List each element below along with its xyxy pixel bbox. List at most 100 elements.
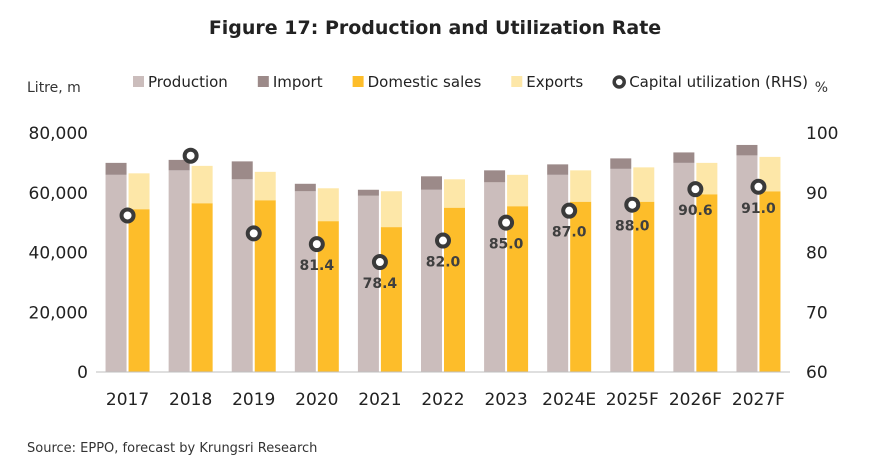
utilization-markers: 81.4 78.4 82.0 85.0 87.0 88.0 90.6 91.0: [119, 147, 776, 292]
bar-domestic-sales: [696, 194, 718, 372]
utilization-point: [245, 225, 262, 242]
bar-production: [484, 182, 506, 372]
right-y-axis: 60 70 80 90 100: [806, 124, 838, 383]
utilization-data-label: 81.4: [300, 258, 335, 274]
utilization-data-label: 78.4: [363, 276, 398, 292]
bar-production: [357, 195, 379, 372]
bar-production: [547, 174, 569, 372]
bar-import: [547, 164, 569, 175]
chart-title: Figure 17: Production and Utilization Ra…: [209, 17, 661, 39]
x-tick-label: 2027F: [732, 390, 785, 410]
bar-production: [610, 168, 632, 372]
bar-import: [231, 161, 253, 180]
utilization-point: [561, 202, 578, 219]
bar-exports: [317, 188, 339, 222]
utilization-data-label: 91.0: [741, 201, 776, 217]
utilization-data-label: 85.0: [489, 237, 524, 253]
bar-exports: [444, 179, 465, 208]
legend-label-import: Import: [273, 73, 323, 91]
legend-label-production: Production: [148, 73, 228, 91]
x-tick-label: 2023: [484, 390, 527, 410]
left-y-axis: 0 20,000 40,000 60,000 80,000: [29, 124, 88, 383]
x-tick-label: 2022: [421, 390, 464, 410]
legend-swatch-exports: [511, 76, 523, 87]
bar-domestic-sales: [570, 201, 592, 372]
bar-import: [610, 158, 632, 169]
left-y-tick-label: 40,000: [29, 244, 88, 264]
x-tick-label: 2020: [295, 390, 338, 410]
left-y-tick-label: 60,000: [29, 184, 88, 204]
bar-domestic-sales: [633, 201, 655, 372]
right-axis-unit: %: [815, 80, 828, 96]
right-y-tick-label: 80: [806, 244, 828, 264]
utilization-data-label: 90.6: [678, 203, 713, 219]
bar-domestic-sales: [128, 209, 150, 372]
legend-swatch-utilization: [612, 75, 626, 89]
source-note: Source: EPPO, forecast by Krungsri Resea…: [27, 441, 317, 456]
utilization-point: [750, 178, 767, 195]
bar-exports: [380, 191, 402, 228]
utilization-data-label: 82.0: [426, 255, 461, 271]
bar-import: [673, 152, 695, 163]
bar-production: [105, 174, 127, 372]
bar-domestic-sales: [759, 191, 781, 372]
bar-production: [294, 191, 316, 372]
left-axis-unit: Litre, m: [27, 80, 81, 96]
x-axis: 2017 2018 2019 2020 2021 2022 2023 2024E 2025F 20…: [106, 390, 785, 410]
bar-domestic-sales: [507, 206, 529, 372]
bar-domestic-sales: [444, 207, 465, 372]
bar-import: [105, 162, 127, 175]
legend-swatch-import: [257, 76, 269, 87]
bar-exports: [633, 167, 655, 202]
bar-exports: [128, 173, 150, 210]
bar-exports: [191, 165, 213, 204]
bar-exports: [254, 171, 276, 201]
legend-label-utilization: Capital utilization (RHS): [629, 73, 808, 91]
x-tick-label: 2025F: [606, 390, 659, 410]
x-tick-label: 2026F: [669, 390, 722, 410]
bar-import: [421, 176, 442, 190]
bar-domestic-sales: [191, 203, 213, 372]
legend-label-domestic-sales: Domestic sales: [368, 73, 482, 91]
x-tick-label: 2018: [169, 390, 212, 410]
legend-swatch-production: [133, 76, 144, 87]
utilization-data-label: 87.0: [552, 225, 587, 241]
x-tick-label: 2017: [106, 390, 149, 410]
bars: [105, 144, 781, 372]
x-tick-label: 2024E: [542, 390, 596, 410]
bar-production: [736, 155, 758, 372]
utilization-point: [119, 207, 136, 224]
bar-domestic-sales: [254, 200, 276, 372]
right-y-tick-label: 100: [806, 124, 838, 144]
bar-production: [421, 189, 442, 372]
bar-import: [294, 183, 316, 192]
legend: Production Import Domestic sales Exports Cap…: [133, 73, 808, 91]
right-y-tick-label: 70: [806, 303, 828, 323]
bar-domestic-sales: [380, 227, 402, 372]
legend-swatch-domestic-sales: [352, 76, 364, 87]
utilization-point: [435, 232, 451, 249]
bar-import: [736, 144, 758, 156]
utilization-point: [498, 214, 515, 231]
utilization-point: [371, 254, 388, 271]
bar-import: [168, 159, 190, 171]
utilization-point: [308, 236, 325, 253]
utilization-data-label: 88.0: [615, 219, 650, 235]
bar-exports: [507, 174, 529, 207]
bar-import: [357, 189, 379, 196]
bar-exports: [570, 170, 592, 202]
x-tick-label: 2021: [358, 390, 401, 410]
utilization-point: [182, 147, 199, 164]
left-y-tick-label: 80,000: [29, 124, 88, 144]
x-tick-label: 2019: [232, 390, 275, 410]
utilization-point: [624, 196, 641, 213]
utilization-point: [687, 181, 704, 198]
bar-production: [168, 170, 190, 372]
bar-domestic-sales: [317, 221, 339, 372]
right-y-tick-label: 60: [806, 363, 828, 383]
bar-production: [231, 179, 253, 372]
left-y-tick-label: 20,000: [29, 303, 88, 323]
left-y-tick-label: 0: [77, 363, 88, 383]
bar-import: [484, 170, 506, 183]
